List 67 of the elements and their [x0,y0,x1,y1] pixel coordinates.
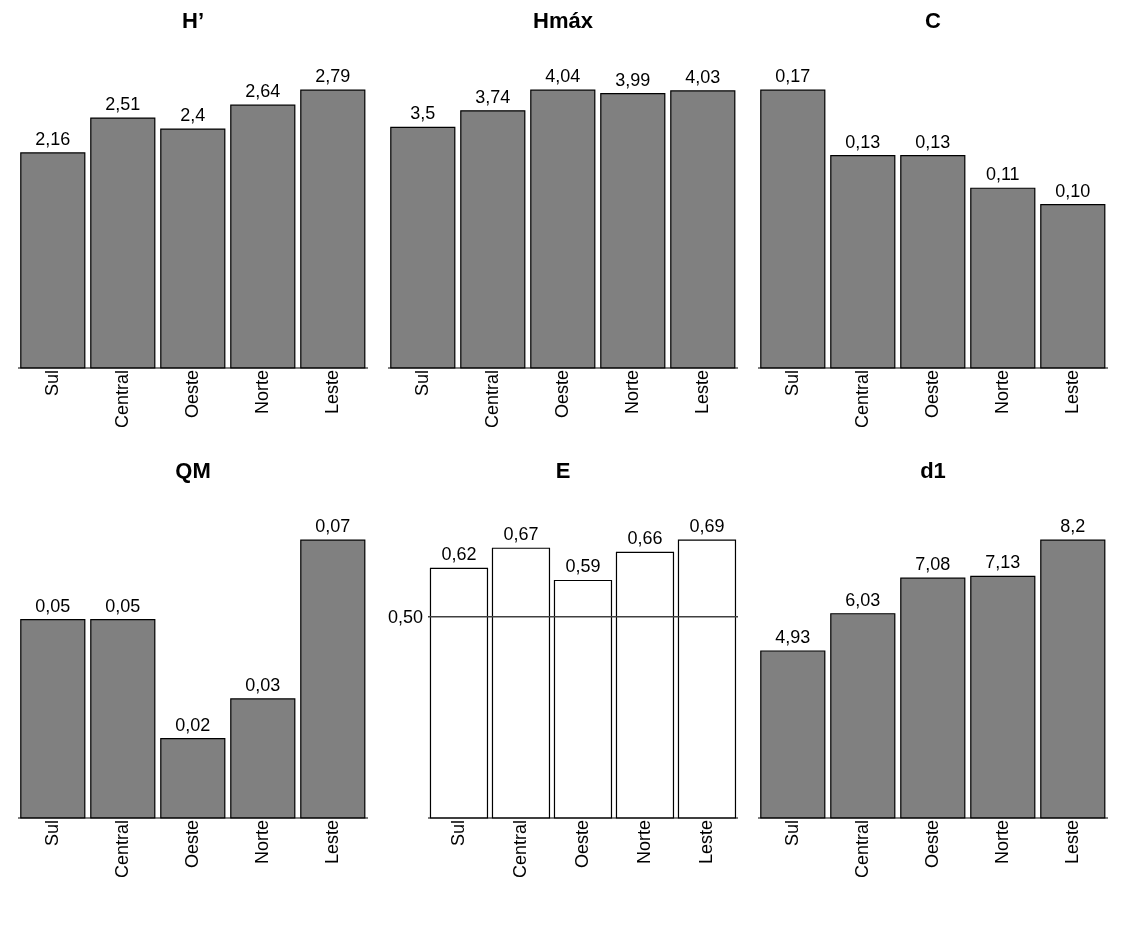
data-label: 3,99 [615,69,651,90]
data-label: 7,08 [915,554,951,575]
data-label: 8,2 [1060,516,1086,537]
chart-title: Hmáx [532,8,594,35]
x-tick-label: Norte [251,820,272,865]
x-tick-label: Norte [633,820,654,865]
x-tick-label: Sul [41,820,62,847]
data-label: 7,13 [985,552,1021,573]
data-label: 2,64 [245,81,281,102]
x-tick-label: Oeste [571,820,592,869]
data-label: 3,74 [475,86,511,107]
x-tick-label: Norte [991,370,1012,415]
x-tick-label: Sul [411,370,432,397]
data-label: 2,16 [35,128,71,149]
data-label: 0,13 [915,131,951,152]
x-tick-label: Leste [691,370,712,415]
x-tick-label: Central [851,820,872,879]
x-tick-label: Sul [781,820,802,847]
data-label: 0,07 [315,516,351,537]
data-label: 2,4 [180,105,206,126]
chart-title: C [924,8,942,35]
data-label: 0,69 [689,516,725,537]
data-label: 0,62 [441,544,477,565]
x-tick-label: Central [851,370,872,429]
data-label: 2,79 [315,66,351,87]
chart-title: QM [174,458,212,485]
data-label: 0,67 [503,524,539,545]
chart-title: d1 [919,458,947,485]
x-tick-label: Leste [1061,820,1082,865]
x-tick-label: Central [111,820,132,879]
x-tick-label: Oeste [551,370,572,419]
x-tick-label: Leste [321,370,342,415]
x-tick-label: Leste [1061,370,1082,415]
data-label: 0,66 [627,528,663,549]
x-tick-label: Oeste [181,820,202,869]
x-tick-label: Central [111,370,132,429]
chart-title: H’ [181,8,205,35]
data-label: 0,11 [985,164,1020,185]
ref-line-label: 0,50 [387,607,423,628]
data-label: 0,02 [175,714,211,735]
x-tick-label: Norte [251,370,272,415]
x-tick-label: Oeste [181,370,202,419]
data-label: 4,93 [775,626,811,647]
x-tick-label: Sul [447,820,468,847]
data-label: 2,51 [105,94,141,115]
chart-title: E [554,458,572,485]
x-tick-label: Leste [321,820,342,865]
data-label: 0,13 [845,131,881,152]
data-label: 0,10 [1055,180,1091,201]
x-tick-label: Leste [695,820,716,865]
data-label: 4,04 [545,66,581,87]
x-tick-label: Central [509,820,530,879]
x-tick-label: Sul [781,370,802,397]
data-label: 0,03 [245,674,281,695]
data-label: 0,17 [775,66,811,87]
data-label: 3,5 [410,103,436,124]
data-label: 6,03 [845,589,881,610]
x-tick-label: Norte [621,370,642,415]
data-label: 0,05 [105,595,141,616]
data-label: 4,03 [685,66,721,87]
x-tick-label: Oeste [921,820,942,869]
data-label: 0,59 [565,556,601,577]
x-tick-label: Norte [991,820,1012,865]
x-tick-label: Sul [41,370,62,397]
x-tick-label: Oeste [921,370,942,419]
data-label: 0,05 [35,595,71,616]
x-tick-label: Central [481,370,502,429]
